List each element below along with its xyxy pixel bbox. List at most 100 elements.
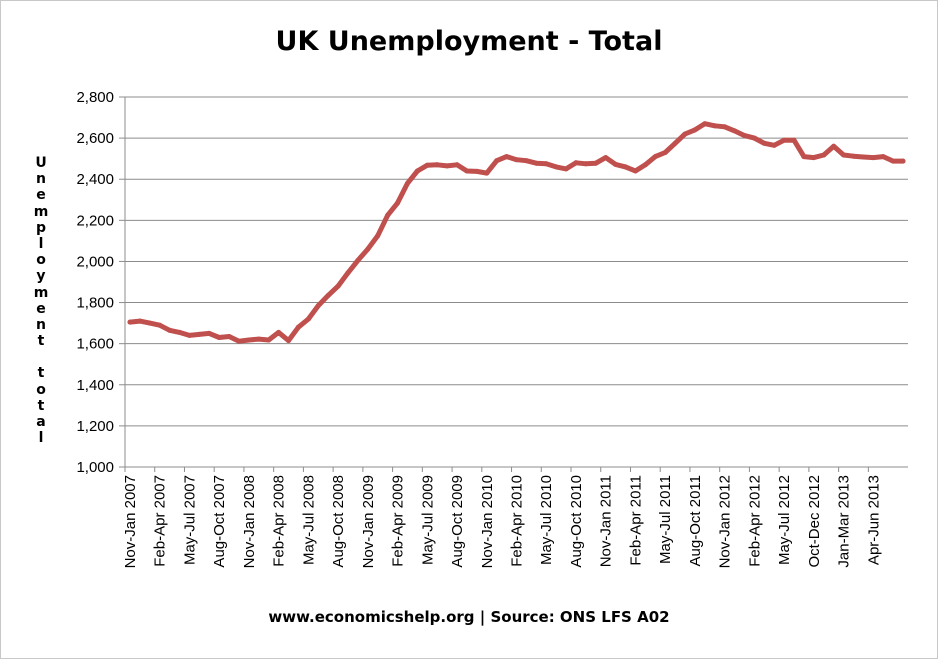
data-point bbox=[831, 143, 837, 149]
y-tick-label: 1,000 bbox=[76, 459, 114, 476]
y-axis-label-char: t bbox=[37, 333, 45, 350]
x-tick-label: May-Jul 2009 bbox=[419, 475, 436, 565]
data-point bbox=[395, 200, 401, 206]
y-tick-label: 1,400 bbox=[76, 377, 114, 394]
y-tick-label: 2,200 bbox=[76, 212, 114, 229]
x-tick-label: Feb-Apr 2008 bbox=[271, 475, 288, 567]
data-point bbox=[791, 137, 797, 143]
y-tick-label: 2,800 bbox=[76, 89, 114, 106]
data-point bbox=[444, 163, 450, 169]
data-point bbox=[484, 170, 490, 176]
data-point bbox=[494, 158, 500, 164]
y-tick-label: 1,600 bbox=[76, 336, 114, 353]
data-point bbox=[712, 123, 718, 129]
y-axis-label-char: l bbox=[38, 430, 44, 447]
data-point bbox=[543, 161, 549, 167]
y-axis-label-char: o bbox=[36, 252, 46, 269]
data-point bbox=[761, 140, 767, 146]
data-point bbox=[246, 337, 252, 343]
data-point bbox=[454, 162, 460, 168]
x-tick-label: May-Jul 2010 bbox=[538, 475, 555, 565]
data-point bbox=[177, 329, 182, 335]
x-tick-label: May-Jul 2007 bbox=[181, 475, 198, 565]
data-point bbox=[186, 332, 192, 338]
data-point bbox=[801, 154, 807, 160]
y-axis-label-char: n bbox=[36, 171, 46, 188]
data-point bbox=[315, 303, 321, 309]
data-point bbox=[474, 168, 480, 174]
y-axis-label-char: e bbox=[36, 300, 46, 317]
x-tick-label: May-Jul 2008 bbox=[300, 475, 317, 565]
data-point bbox=[514, 157, 519, 163]
data-point bbox=[583, 161, 589, 167]
x-tick-label: May-Jul 2012 bbox=[776, 475, 793, 565]
data-point bbox=[424, 162, 430, 168]
data-point bbox=[533, 160, 539, 166]
x-tick-label: Aug-Oct 2008 bbox=[330, 475, 347, 568]
data-point bbox=[811, 155, 817, 161]
data-point bbox=[682, 131, 688, 137]
y-axis-label-char: t bbox=[37, 397, 45, 414]
x-tick-label: Feb-Apr 2007 bbox=[152, 475, 169, 567]
data-point bbox=[781, 137, 787, 143]
x-tick-label: Feb-Apr 2012 bbox=[746, 475, 763, 567]
series-line bbox=[127, 121, 906, 344]
data-point bbox=[662, 150, 668, 155]
data-point bbox=[860, 154, 866, 160]
x-tick-label: Oct-Dec 2012 bbox=[806, 475, 823, 568]
x-tick-label: Nov-Jan 2012 bbox=[717, 475, 734, 568]
data-point bbox=[851, 153, 856, 159]
y-axis-label-char: o bbox=[36, 381, 46, 398]
data-point bbox=[355, 257, 361, 263]
y-axis-label-char: n bbox=[36, 316, 46, 333]
data-point bbox=[256, 336, 262, 342]
data-point bbox=[226, 334, 232, 339]
data-point bbox=[870, 155, 876, 161]
x-tick-label: Apr-Jun 2013 bbox=[865, 475, 882, 565]
data-point bbox=[405, 180, 410, 186]
data-point bbox=[414, 168, 420, 174]
data-point bbox=[325, 292, 331, 298]
data-point bbox=[672, 140, 678, 146]
data-point bbox=[880, 154, 886, 160]
data-point bbox=[216, 335, 222, 340]
x-tick-label: Nov-Jan 2007 bbox=[122, 475, 139, 568]
y-axis-label-char: y bbox=[36, 268, 46, 285]
y-axis-label-char: a bbox=[36, 414, 46, 430]
data-point bbox=[266, 337, 272, 343]
data-point bbox=[702, 121, 708, 127]
y-tick-label: 2,600 bbox=[76, 130, 114, 147]
data-point bbox=[196, 331, 202, 337]
x-tick-label: Nov-Jan 2009 bbox=[360, 475, 377, 568]
y-axis-label-char: m bbox=[33, 284, 49, 301]
data-point bbox=[305, 316, 311, 322]
data-point bbox=[286, 338, 291, 344]
data-point bbox=[623, 164, 628, 170]
data-point bbox=[563, 166, 569, 172]
data-point bbox=[841, 152, 847, 158]
data-point bbox=[821, 152, 827, 158]
data-point bbox=[593, 160, 599, 166]
x-tick-label: Aug-Oct 2010 bbox=[568, 475, 585, 568]
data-point bbox=[632, 168, 638, 174]
x-tick-label: Nov-Jan 2008 bbox=[241, 475, 258, 568]
y-tick-label: 1,200 bbox=[76, 418, 114, 435]
data-point bbox=[652, 154, 658, 160]
data-point bbox=[157, 322, 163, 328]
x-tick-label: Feb-Apr 2011 bbox=[627, 475, 644, 566]
data-point bbox=[642, 162, 648, 168]
data-point bbox=[732, 128, 738, 134]
data-point bbox=[742, 133, 747, 139]
y-tick-label: 2,400 bbox=[76, 171, 114, 188]
data-point bbox=[147, 320, 153, 326]
data-point bbox=[523, 158, 529, 164]
chart-title: UK Unemployment - Total bbox=[275, 26, 663, 57]
y-axis-label-char: p bbox=[35, 219, 47, 236]
data-point bbox=[504, 154, 510, 160]
x-tick-label: Feb-Apr 2009 bbox=[390, 475, 407, 567]
data-point bbox=[236, 338, 242, 344]
data-point bbox=[573, 160, 579, 166]
y-axis-label-char: t bbox=[37, 365, 45, 382]
